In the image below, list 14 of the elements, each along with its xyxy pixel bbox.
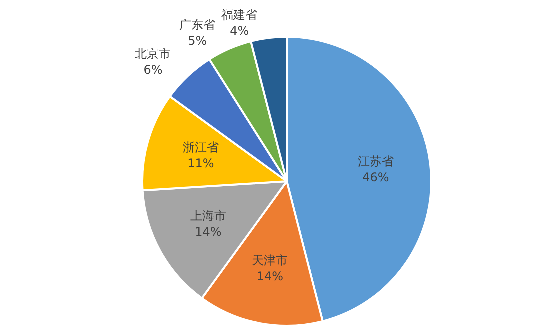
slice-label: 北京市	[135, 47, 172, 61]
data-label: 5%	[188, 34, 208, 48]
data-label: 46%	[362, 170, 390, 184]
slice-label: 天津市	[252, 254, 288, 268]
slice-label: 浙江省	[182, 140, 219, 155]
slice-label: 上海市	[190, 208, 226, 223]
data-label: 4%	[230, 24, 250, 38]
slice-label: 广东省	[180, 18, 216, 32]
slice-label: 福建省	[222, 8, 258, 22]
slice-label: 江苏省	[358, 154, 394, 168]
data-label: 14%	[195, 224, 222, 239]
data-label: 6%	[144, 63, 163, 77]
data-label: 11%	[188, 156, 214, 171]
data-label: 14%	[256, 270, 284, 284]
